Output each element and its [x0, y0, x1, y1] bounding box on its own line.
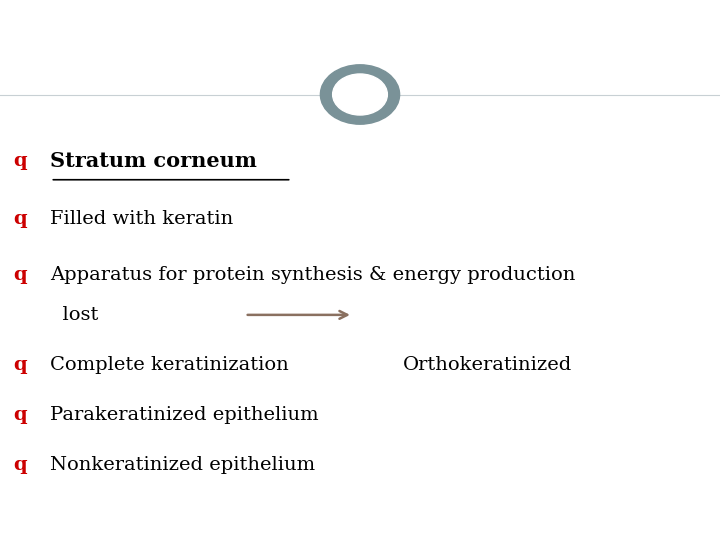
Text: q: q — [13, 210, 27, 228]
Text: q: q — [13, 356, 27, 374]
Text: Apparatus for protein synthesis & energy production: Apparatus for protein synthesis & energy… — [50, 266, 576, 285]
Text: q: q — [13, 456, 27, 474]
Text: q: q — [13, 406, 27, 424]
Text: q: q — [13, 152, 27, 170]
Text: q: q — [13, 266, 27, 285]
Text: Complete keratinization: Complete keratinization — [50, 356, 289, 374]
Text: lost: lost — [50, 306, 99, 324]
Text: Parakeratinized epithelium: Parakeratinized epithelium — [50, 406, 319, 424]
Text: Orthokeratinized: Orthokeratinized — [403, 356, 572, 374]
Text: Nonkeratinized epithelium: Nonkeratinized epithelium — [50, 456, 315, 474]
Text: Stratum corneum: Stratum corneum — [50, 151, 257, 171]
Text: Filled with keratin: Filled with keratin — [50, 210, 234, 228]
